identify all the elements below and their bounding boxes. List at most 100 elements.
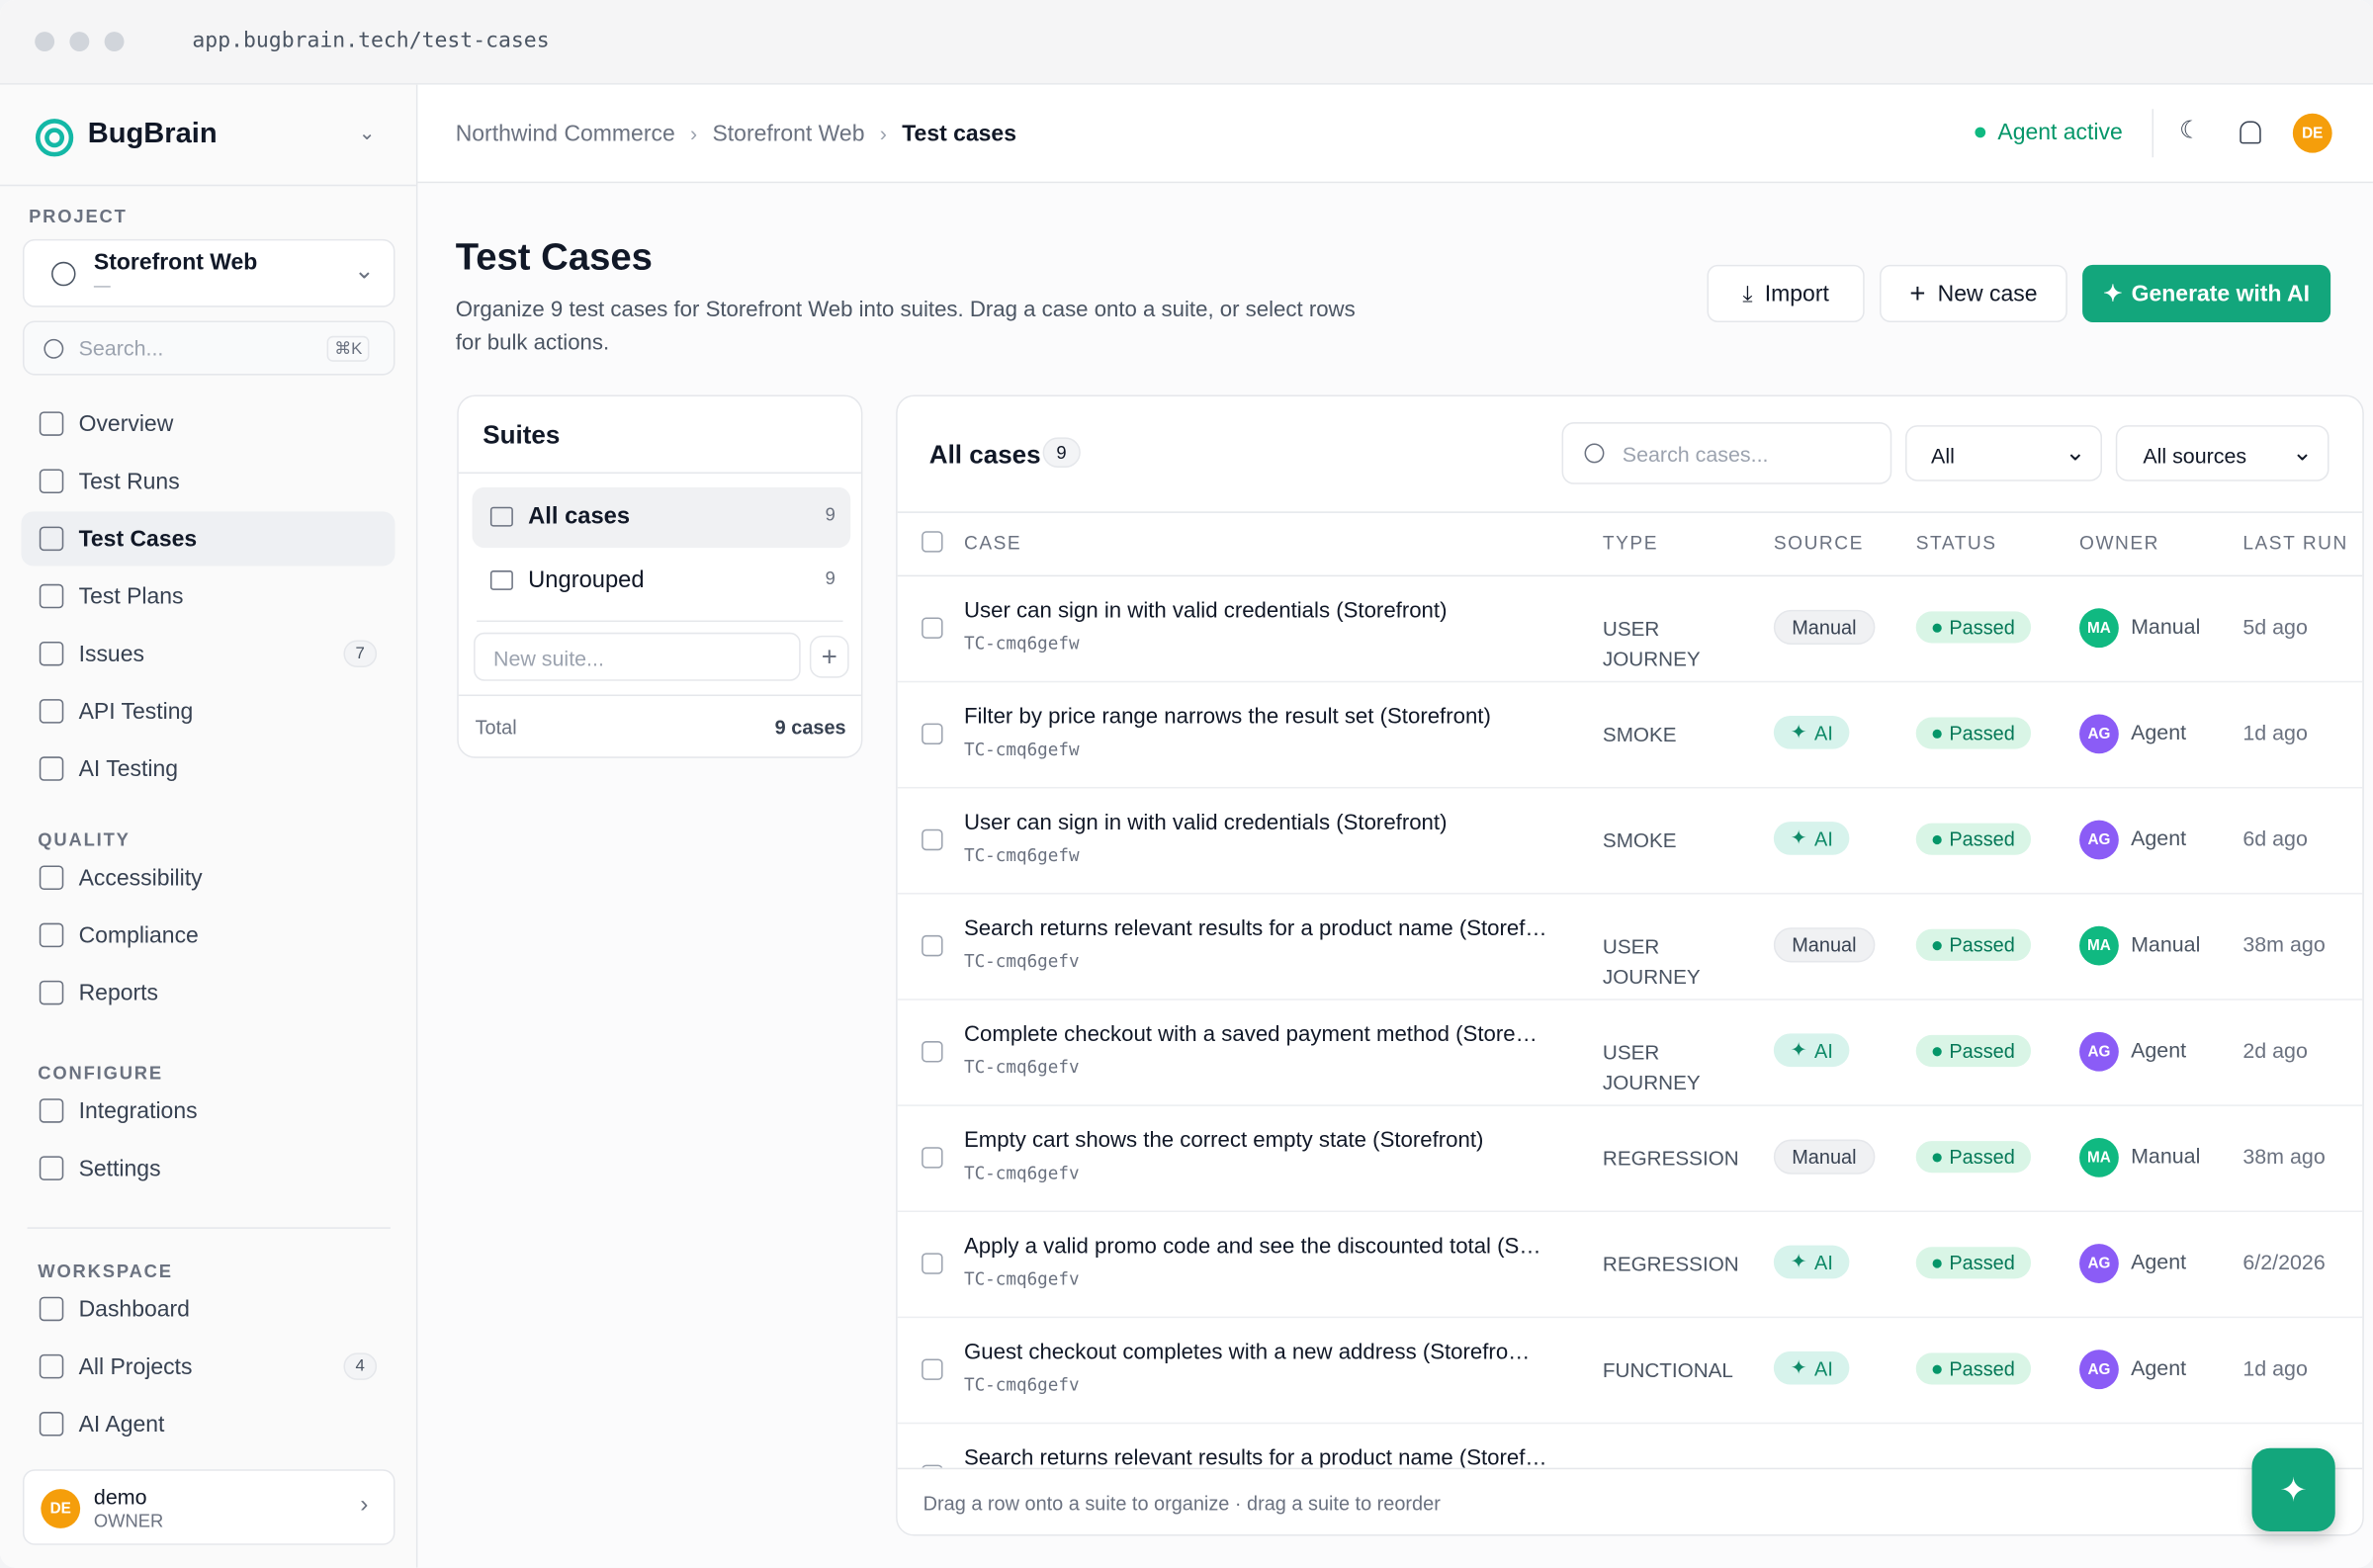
owner-avatar: MA <box>2079 925 2119 966</box>
nav-item[interactable]: Test Plans <box>21 569 395 624</box>
case-row[interactable]: User can sign in with valid credentials … <box>897 787 2363 895</box>
suite[interactable]: Ungrouped 9 <box>473 551 851 611</box>
case-row[interactable]: Search returns relevant results for a pr… <box>898 1423 2363 1468</box>
last-run: 1d ago <box>2242 720 2308 745</box>
nav-item[interactable]: API Testing <box>21 684 395 739</box>
crumb: Test cases <box>902 120 1016 146</box>
case-row[interactable]: User can sign in with valid credentials … <box>897 575 2363 683</box>
type-filter[interactable]: All ⌄ <box>1905 425 2103 481</box>
row-checkbox[interactable] <box>922 723 943 745</box>
nav-item[interactable]: Test Cases <box>21 511 396 566</box>
last-run: 2d ago <box>2242 1037 2308 1063</box>
case-row[interactable]: Apply a valid promo code and see the dis… <box>897 1210 2363 1319</box>
new-case-button[interactable]: + New case <box>1880 264 2067 323</box>
status-badge: Passed <box>1915 1247 2032 1279</box>
table-header: CASE TYPE SOURCE STATUS OWNER LAST RUN <box>897 511 2363 577</box>
notifications[interactable] <box>2240 121 2261 144</box>
case-id: TC-cmq6gefv <box>963 1162 1080 1183</box>
nav-item[interactable]: Issues 7 <box>21 627 395 681</box>
status-label: Passed <box>1949 615 2015 639</box>
status-dot <box>1932 1363 1942 1374</box>
nav-icon <box>39 1353 64 1379</box>
case-row[interactable]: Filter by price range narrows the result… <box>897 681 2363 789</box>
owner: MA Manual <box>2079 925 2200 966</box>
case-row[interactable]: Search returns relevant results for a pr… <box>897 893 2363 1001</box>
nav-item[interactable]: Accessibility <box>21 850 395 905</box>
row-checkbox[interactable] <box>922 1041 943 1063</box>
nav-item[interactable]: All Projects 4 <box>21 1340 395 1394</box>
new-suite-input[interactable]: New suite... <box>474 632 801 681</box>
total-label: Total <box>475 715 517 739</box>
divider <box>0 184 416 187</box>
case-row[interactable]: Complete checkout with a saved payment m… <box>897 999 2363 1106</box>
row-checkbox[interactable] <box>922 617 943 639</box>
project-select[interactable]: Storefront Web — ⌄ <box>22 238 396 307</box>
nav-label: API Testing <box>78 698 194 725</box>
crumb[interactable]: Storefront Web <box>712 120 865 146</box>
table-footer: Drag a row onto a suite to organize · dr… <box>897 1467 2363 1535</box>
status-label: Passed <box>1949 1145 2015 1169</box>
row-checkbox[interactable] <box>922 1147 943 1169</box>
case-title: Filter by price range narrows the result… <box>963 705 1491 730</box>
nav-item[interactable]: AI Agent <box>21 1397 395 1451</box>
case-type: REGRESSION <box>1602 1253 1739 1276</box>
chevron[interactable]: ⌄ <box>358 121 376 144</box>
nav-item[interactable]: Test Runs <box>21 454 395 508</box>
cases-search[interactable]: Search cases... <box>1561 422 1892 484</box>
source-filter[interactable]: All sources ⌄ <box>2115 425 2329 481</box>
status-dot <box>1932 1152 1942 1162</box>
nav-item[interactable]: Overview <box>21 396 395 451</box>
case-title: User can sign in with valid credentials … <box>963 811 1448 835</box>
nav-label: Settings <box>78 1155 161 1181</box>
add-suite[interactable]: + <box>809 635 849 678</box>
import-button[interactable]: ⤓ Import <box>1707 264 1865 323</box>
row-checkbox[interactable] <box>922 934 943 957</box>
ai-fab[interactable]: ✦ <box>2251 1447 2335 1531</box>
nav-item[interactable]: Compliance <box>21 908 395 962</box>
status-dot <box>1975 127 1986 138</box>
url[interactable]: app.bugbrain.tech/test-cases <box>192 29 550 53</box>
status-label: Passed <box>1949 1251 2015 1274</box>
select-all[interactable] <box>922 531 943 553</box>
nav-item[interactable]: Settings <box>21 1141 395 1195</box>
nav-icon <box>39 922 64 948</box>
row-checkbox[interactable] <box>922 1464 943 1468</box>
nav-item[interactable]: Dashboard <box>21 1281 395 1336</box>
nav-label: AI Testing <box>78 755 179 782</box>
nav-item[interactable]: Integrations <box>21 1084 395 1138</box>
theme-toggle[interactable]: ☾ <box>2179 118 2202 144</box>
owner: AG Agent <box>2079 1350 2186 1390</box>
nav-icon <box>39 1098 64 1123</box>
case-type: SMOKE <box>1602 828 1677 852</box>
nav-item[interactable]: AI Testing <box>21 741 395 796</box>
search[interactable]: Search... ⌘K <box>22 320 396 376</box>
user-card[interactable]: DE demo OWNER › <box>22 1469 396 1545</box>
case-row[interactable]: Guest checkout completes with a new addr… <box>897 1317 2363 1425</box>
nav-badge: 4 <box>343 1352 378 1380</box>
avatar[interactable]: DE <box>2292 113 2332 153</box>
generate-button[interactable]: ✦ Generate with AI <box>2082 264 2331 323</box>
case-row[interactable]: Empty cart shows the correct empty state… <box>897 1104 2363 1213</box>
status-label: Passed <box>1949 1039 2015 1063</box>
row-checkbox[interactable] <box>922 828 943 851</box>
row-checkbox[interactable] <box>922 1358 943 1380</box>
nav-label: Overview <box>78 410 174 437</box>
divider <box>27 1227 391 1229</box>
case-title: Search returns relevant results for a pr… <box>963 916 1547 942</box>
source-badge: ✦ AI <box>1773 715 1850 749</box>
nav-label: Accessibility <box>78 864 203 891</box>
nav-item[interactable]: Reports <box>21 966 395 1020</box>
suite[interactable]: All cases 9 <box>472 486 851 549</box>
crumb[interactable]: Northwind Commerce <box>455 120 675 146</box>
case-type: USER JOURNEY <box>1602 617 1701 671</box>
breadcrumb: Northwind Commerce › Storefront Web › Test c… <box>456 121 1016 146</box>
owner: AG Agent <box>2079 714 2186 754</box>
source-badge: Manual <box>1773 1139 1875 1175</box>
suite-count: 9 <box>825 503 835 526</box>
brand[interactable]: BugBrain <box>87 118 218 150</box>
case-type: USER JOURNEY <box>1602 1041 1701 1094</box>
case-type: USER JOURNEY <box>1602 934 1701 989</box>
owner-name: Manual <box>2131 1143 2201 1169</box>
row-checkbox[interactable] <box>922 1253 943 1274</box>
case-type: FUNCTIONAL <box>1602 1358 1733 1382</box>
